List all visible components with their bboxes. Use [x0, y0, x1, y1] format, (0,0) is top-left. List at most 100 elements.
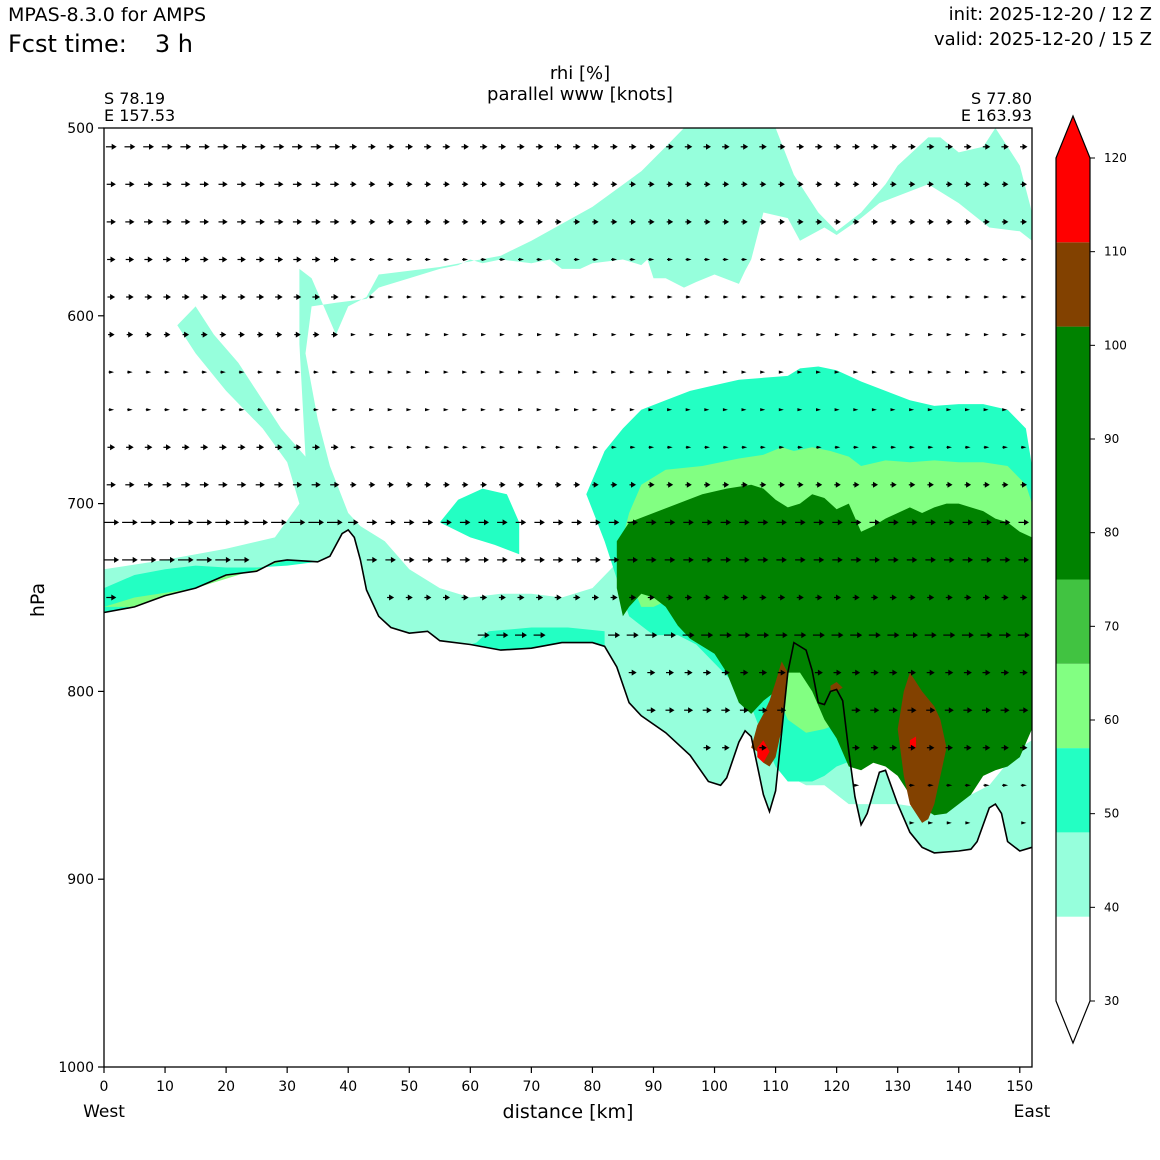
wind-arrow	[759, 669, 768, 676]
wind-arrow	[293, 444, 302, 451]
colorbar-band-75	[1056, 326, 1090, 580]
wind-arrow	[536, 181, 543, 188]
wind-arrow	[627, 556, 638, 563]
wind-arrow	[834, 370, 840, 374]
wind-arrow	[629, 218, 636, 225]
wind-arrow	[461, 594, 469, 601]
wind-arrow	[573, 181, 581, 188]
wind-arrow	[497, 519, 508, 526]
wind-arrow	[962, 556, 974, 563]
wind-arrow	[760, 445, 766, 449]
colorbar-band-48	[1056, 748, 1090, 833]
y-tick-label: 800	[67, 684, 94, 700]
wind-arrow	[1019, 707, 1029, 714]
wind-arrow	[555, 408, 561, 412]
wind-arrow	[574, 295, 580, 299]
wind-arrow	[812, 632, 825, 639]
wind-arrow	[890, 181, 897, 188]
wind-arrow	[629, 408, 635, 412]
wind-arrow	[850, 519, 862, 526]
wind-arrow	[144, 218, 154, 225]
wind-arrow	[610, 218, 618, 225]
wind-arrow	[685, 218, 692, 225]
wind-arrow	[909, 333, 915, 337]
wind-arrow	[443, 481, 450, 488]
wind-arrow	[760, 408, 766, 412]
wind-arrow	[685, 257, 692, 262]
wind-arrow	[404, 556, 415, 563]
wind-arrow	[275, 331, 283, 338]
wind-arrow	[1020, 143, 1028, 150]
colorbar-band-66	[1056, 579, 1090, 664]
x-tick-label: 40	[339, 1079, 357, 1095]
wind-arrow	[611, 445, 617, 449]
wind-arrow	[462, 257, 469, 262]
wind-arrow	[313, 408, 319, 412]
wind-arrow	[889, 594, 897, 601]
wind-arrow	[831, 632, 844, 639]
wind-arrow	[983, 445, 990, 449]
x-tick-label: 140	[945, 1079, 972, 1095]
wind-arrow	[741, 257, 748, 262]
wind-arrow	[592, 333, 598, 337]
wind-arrow	[664, 556, 676, 563]
wind-arrow	[462, 295, 468, 299]
wind-arrow	[928, 333, 934, 337]
wind-arrow	[385, 556, 396, 563]
wind-arrow	[461, 481, 469, 488]
wind-arrow	[741, 218, 748, 225]
wind-arrow	[890, 481, 897, 488]
west-label: West	[83, 1102, 125, 1122]
wind-arrow	[536, 257, 543, 262]
wind-arrow	[908, 669, 916, 676]
wind-arrow	[946, 295, 952, 299]
wind-arrow	[722, 143, 730, 150]
wind-arrow	[178, 519, 194, 526]
wind-arrow	[1002, 370, 1008, 374]
wind-arrow	[871, 181, 878, 188]
colorbar-tick-label: 90	[1104, 432, 1119, 446]
wind-arrow	[181, 256, 190, 263]
wind-arrow	[289, 519, 306, 526]
wind-arrow	[144, 444, 153, 451]
wind-arrow	[983, 181, 990, 188]
wind-arrow	[443, 295, 450, 299]
wind-arrow	[611, 333, 617, 337]
wind-arrow	[199, 143, 210, 150]
colorbar-tick-label: 50	[1104, 807, 1119, 821]
wind-arrow	[983, 408, 989, 412]
wind-arrow	[312, 294, 320, 300]
wind-arrow	[999, 556, 1011, 563]
wind-arrow	[648, 445, 655, 449]
wind-arrow	[778, 408, 784, 412]
wind-arrow	[127, 408, 133, 412]
wind-arrow	[983, 594, 990, 601]
wind-arrow	[646, 519, 657, 526]
wind-arrow	[964, 181, 972, 188]
wind-arrow	[592, 181, 599, 188]
wind-arrow	[574, 333, 580, 337]
rhi-region-50-2	[439, 488, 520, 555]
wind-arrow	[850, 632, 863, 639]
wind-arrow	[890, 257, 897, 262]
wind-arrow	[292, 181, 303, 188]
init-time: init: 2025-12-20 / 12 Z	[948, 4, 1152, 25]
wind-arrow	[517, 594, 525, 601]
wind-arrow	[925, 556, 936, 563]
wind-arrow	[125, 256, 135, 263]
wind-arrow	[292, 218, 303, 225]
wind-arrow	[778, 218, 785, 225]
wind-arrow	[999, 519, 1011, 526]
wind-arrow	[1020, 218, 1027, 225]
wind-arrow	[238, 331, 245, 338]
wind-arrow	[536, 445, 543, 449]
wind-arrow	[369, 257, 375, 262]
wind-arrow	[853, 333, 859, 337]
wind-arrow	[1001, 181, 1009, 188]
wind-arrow	[908, 744, 916, 751]
wind-arrow	[815, 143, 823, 150]
wind-arrow	[443, 257, 450, 262]
wind-arrow	[610, 143, 618, 150]
wind-arrow	[387, 445, 394, 449]
wind-arrow	[163, 256, 172, 263]
